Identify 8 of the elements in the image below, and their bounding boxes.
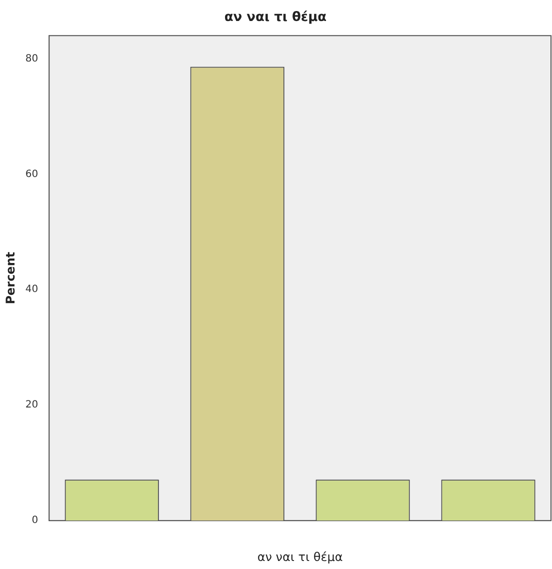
y-axis-title: Percent [3,252,18,304]
y-tick-label: 80 [25,53,38,64]
y-tick-label: 60 [25,168,38,180]
y-tick-label: 40 [25,284,38,296]
x-axis-title: αν ναι τι θέμα [257,550,343,564]
chart-title: αν ναι τι θέμα [224,10,327,26]
y-tick-label: 0 [32,515,38,526]
y-tick-label: 20 [25,400,38,411]
